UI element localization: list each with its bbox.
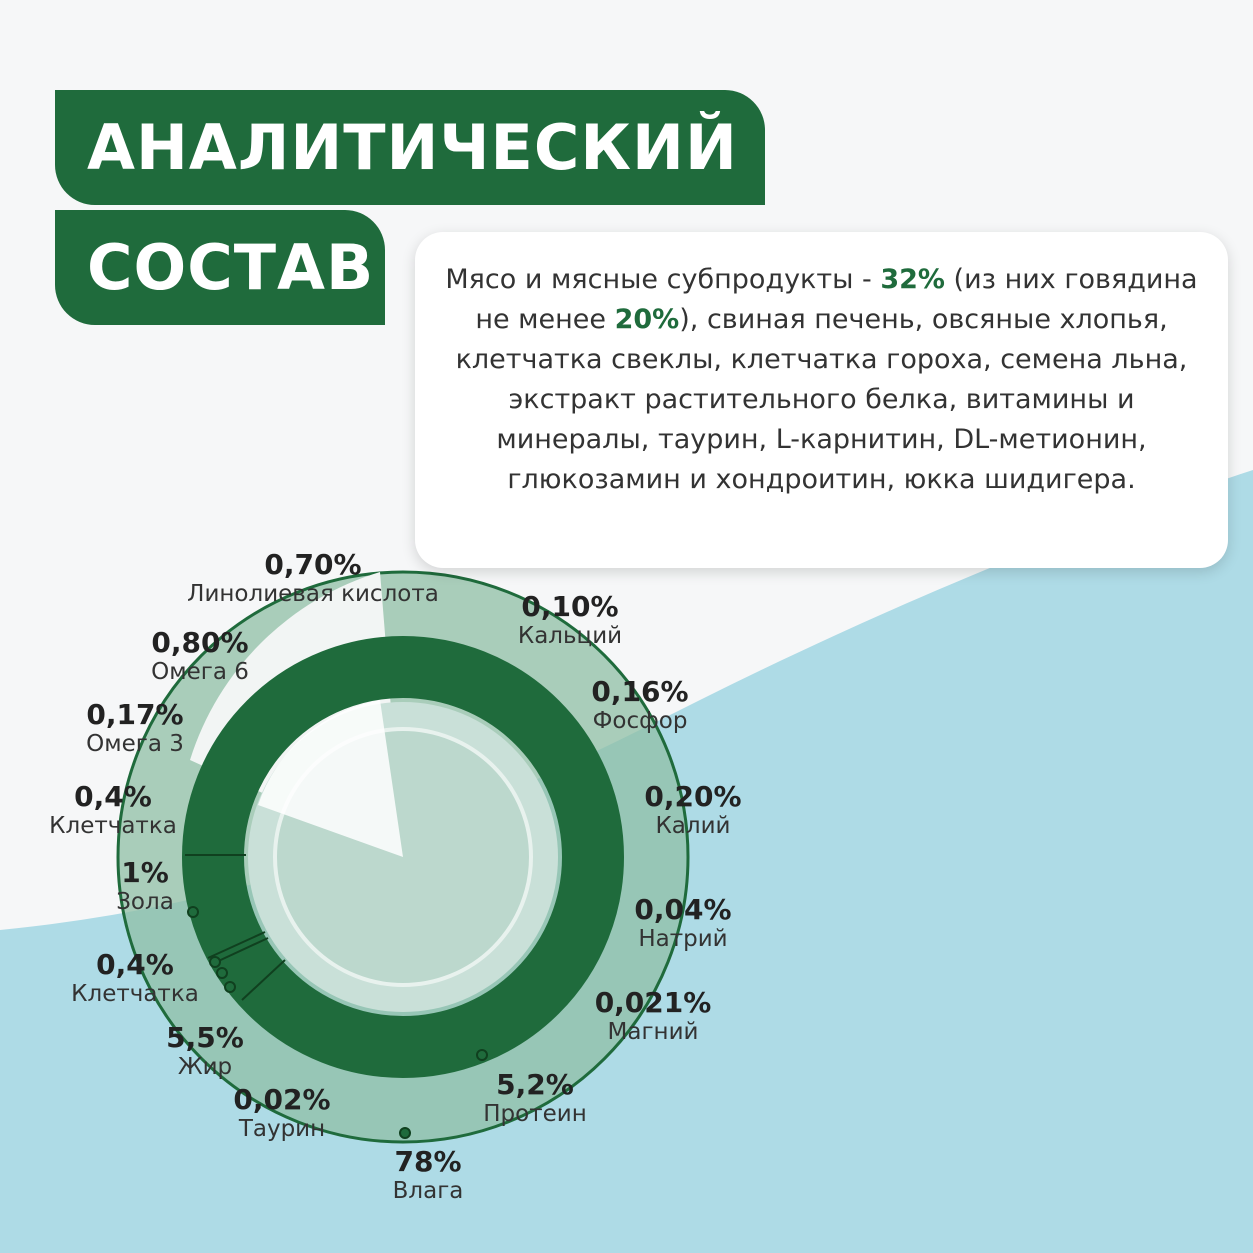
nutrient-name: Кальций bbox=[517, 623, 623, 649]
nutrient-label: 0,4% Клетчатка bbox=[49, 780, 177, 840]
nutrient-label: 0,70% Линолиевая кислота bbox=[187, 548, 439, 608]
nutrient-label: 0,20% Калий bbox=[644, 780, 742, 840]
text: Мясо и мясные субпродукты - bbox=[445, 264, 881, 295]
nutrient-label: 0,021% Магний bbox=[594, 986, 712, 1046]
nutrient-value: 5,5% bbox=[166, 1021, 244, 1054]
nutrient-label: 0,04% Натрий bbox=[634, 893, 732, 953]
nutrient-value: 0,16% bbox=[591, 675, 689, 708]
nutrient-name: Натрий bbox=[638, 926, 728, 952]
nutrient-label: 0,4% Клетчатка bbox=[71, 948, 199, 1008]
dark-ring bbox=[182, 636, 624, 1078]
inner-wedge bbox=[258, 700, 403, 857]
nutrient-name: Клетчатка bbox=[49, 813, 177, 839]
nutrient-value: 0,4% bbox=[96, 948, 174, 981]
nutrient-name: Таурин bbox=[238, 1116, 326, 1142]
nutrient-label: 78% Влага bbox=[392, 1145, 464, 1205]
nutrient-value: 0,80% bbox=[151, 626, 249, 659]
nutrient-name: Омега 3 bbox=[86, 731, 184, 757]
nutrient-label: 5,2% Протеин bbox=[483, 1068, 587, 1128]
nutrient-value: 0,4% bbox=[74, 780, 152, 813]
nutrient-label: 0,17% Омега 3 bbox=[86, 698, 184, 758]
nutrient-value: 0,20% bbox=[644, 780, 742, 813]
nutrient-value: 1% bbox=[121, 856, 169, 889]
title-line: СОСТАВ bbox=[55, 210, 385, 325]
description: Мясо и мясные субпродукты - 32% (из них … bbox=[415, 232, 1228, 568]
text: ), свиная печень, овсяные хлопья, клетча… bbox=[455, 304, 1188, 495]
nutrient-value: 0,10% bbox=[521, 590, 619, 623]
highlight: 32% bbox=[880, 264, 945, 295]
nutrient-label: 1% Зола bbox=[116, 856, 174, 916]
nutrient-name: Линолиевая кислота bbox=[187, 581, 439, 607]
nutrient-name: Клетчатка bbox=[71, 981, 199, 1007]
nutrient-label: 0,16% Фосфор bbox=[591, 675, 689, 735]
nutrient-name: Магний bbox=[607, 1019, 699, 1045]
nutrient-value: 0,04% bbox=[634, 893, 732, 926]
nutrient-name: Жир bbox=[177, 1054, 233, 1080]
nutrient-value: 78% bbox=[394, 1145, 462, 1178]
nutrient-value: 0,02% bbox=[233, 1083, 331, 1116]
highlight: 20% bbox=[614, 304, 680, 335]
text: (из них говядина не менее bbox=[475, 264, 1198, 335]
nutrient-name: Фосфор bbox=[592, 708, 688, 734]
title-line: АНАЛИТИЧЕСКИЙ bbox=[55, 90, 765, 205]
nutrient-name: Калий bbox=[655, 813, 731, 839]
nutrient-label: 5,5% Жир bbox=[166, 1021, 244, 1081]
nutrient-value: 5,2% bbox=[496, 1068, 574, 1101]
nutrient-label: 0,02% Таурин bbox=[233, 1083, 331, 1143]
dividers bbox=[185, 854, 286, 1001]
nutrient-name: Влага bbox=[392, 1178, 464, 1204]
nutrient-label: 0,10% Кальций bbox=[517, 590, 623, 650]
nutrient-name: Зола bbox=[116, 889, 174, 915]
nutrient-value: 0,17% bbox=[86, 698, 184, 731]
nutrient-value: 0,021% bbox=[594, 986, 712, 1019]
dots bbox=[187, 906, 488, 1139]
nutrient-value: 0,70% bbox=[264, 548, 362, 581]
nutrient-label: 0,80% Омега 6 bbox=[151, 626, 249, 686]
nutrient-name: Омега 6 bbox=[151, 659, 249, 685]
nutrient-name: Протеин bbox=[483, 1101, 587, 1127]
